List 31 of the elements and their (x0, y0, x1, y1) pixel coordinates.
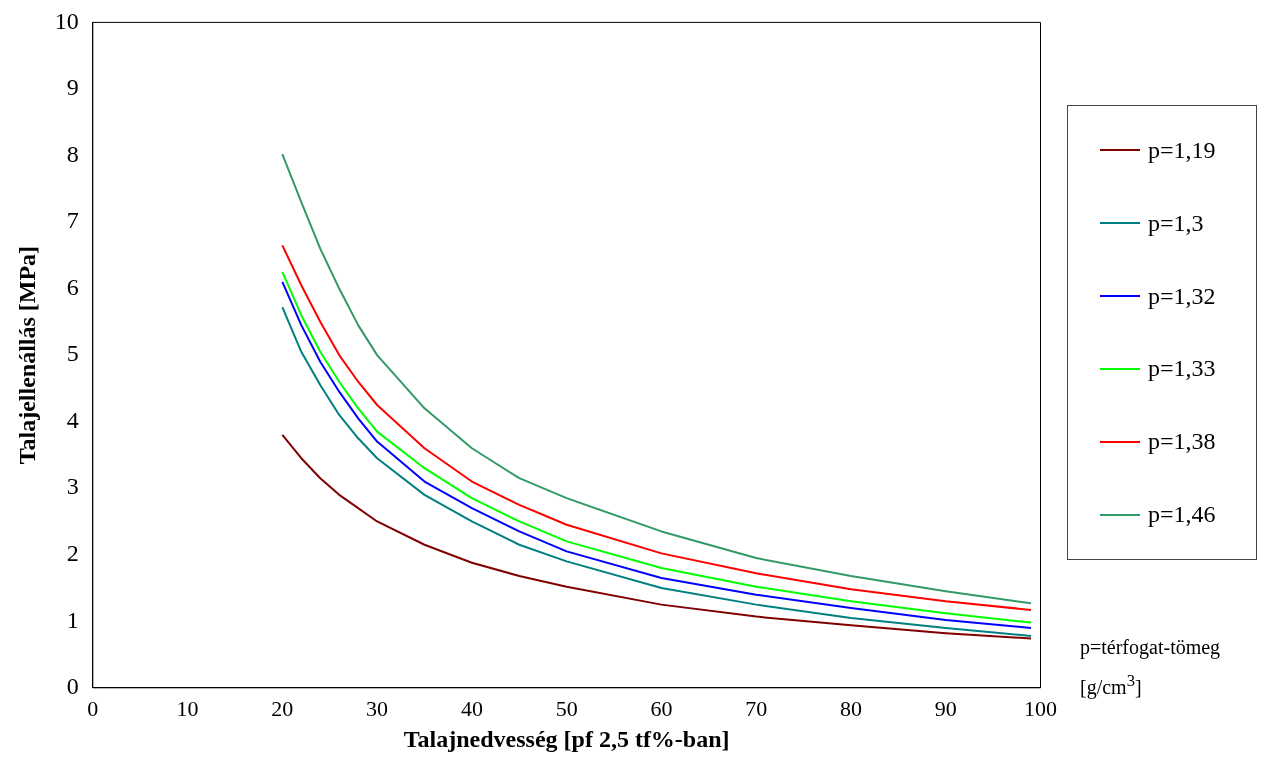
x-tick-label: 40 (460, 695, 483, 721)
x-tick-label: 100 (1024, 695, 1057, 721)
y-tick-label: 6 (66, 273, 79, 300)
x-tick-label: 90 (934, 695, 957, 721)
x-tick-label: 0 (87, 695, 99, 721)
y-tick-label: 9 (66, 74, 79, 101)
y-tick-label: 10 (54, 7, 79, 34)
legend-label: p=1,38 (1148, 428, 1216, 456)
y-tick-label: 4 (66, 406, 79, 433)
text: p=térfogat-tömeg [g/cm$^{3}$] (1080, 635, 1222, 701)
x-axis-title: Talajnedvesség [pf 2,5 tf%-ban] (403, 725, 730, 752)
x-tick-label: 80 (839, 695, 862, 721)
x-tick-label: 10 (176, 695, 199, 721)
y-axis-title: Talajellenállás [MPa] (13, 245, 40, 465)
y-tick-label: 2 (66, 540, 79, 567)
y-tick-label: 5 (66, 340, 79, 367)
x-tick-label: 20 (271, 695, 294, 721)
x-tick-label: 70 (745, 695, 768, 721)
legend-label: p=1,3 (1148, 209, 1204, 237)
legend-label: p=1,19 (1148, 136, 1216, 164)
y-tick-label: 0 (66, 673, 79, 700)
y-tick-label: 7 (66, 207, 79, 234)
y-tick-label: 3 (66, 473, 79, 500)
legend-label: p=1,33 (1148, 355, 1216, 383)
y-tick-label: 8 (66, 140, 79, 167)
legend-label: p=1,46 (1148, 501, 1216, 529)
x-tick-label: 50 (555, 695, 578, 721)
y-tick-label: 1 (66, 606, 79, 633)
x-tick-label: 60 (650, 695, 673, 721)
x-tick-label: 30 (366, 695, 389, 721)
legend-label: p=1,32 (1148, 282, 1216, 310)
